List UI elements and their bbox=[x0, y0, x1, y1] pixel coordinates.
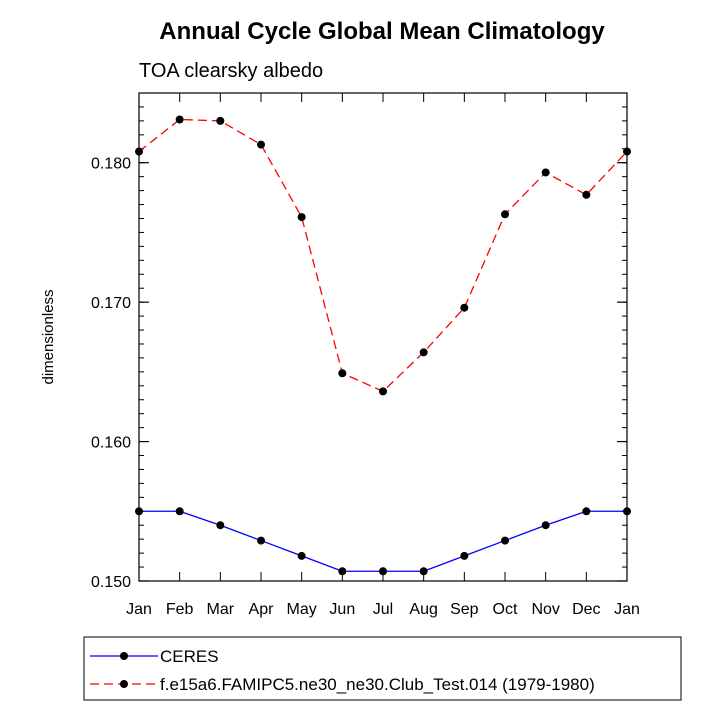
series-0-point bbox=[338, 567, 347, 576]
series-0-point bbox=[419, 567, 428, 576]
series-0-point bbox=[541, 521, 550, 530]
x-tick-label: Apr bbox=[249, 601, 275, 618]
y-tick-label: 0.150 bbox=[91, 574, 131, 591]
legend: CERES f.e15a6.FAMIPC5.ne30_ne30.Club_Test… bbox=[90, 647, 595, 694]
legend-box bbox=[83, 636, 682, 701]
x-tick-label: Feb bbox=[166, 601, 194, 618]
series-1-point bbox=[297, 213, 306, 222]
legend-marker-0 bbox=[120, 652, 128, 660]
series-0-point bbox=[175, 507, 184, 516]
x-tick-label: Sep bbox=[450, 601, 479, 618]
series-0-point bbox=[501, 536, 509, 545]
x-tick-label: Nov bbox=[531, 601, 559, 618]
series-1-point bbox=[257, 140, 265, 149]
x-tick-label: Mar bbox=[207, 601, 235, 618]
series-1-point bbox=[379, 387, 387, 396]
legend-label-1: f.e15a6.FAMIPC5.ne30_ne30.Club_Test.014 … bbox=[160, 675, 595, 694]
series-line-0 bbox=[139, 510, 627, 572]
x-tick-label: Jun bbox=[329, 601, 355, 618]
series-0-point bbox=[379, 567, 387, 576]
axis-ticks bbox=[138, 92, 628, 582]
series-0-point bbox=[257, 536, 265, 545]
chart-subtitle: TOA clearsky albedo bbox=[139, 60, 323, 82]
x-tick-label: Jan bbox=[614, 601, 640, 618]
tick-labels: Jan Feb Mar Apr May Jun Jul Aug Sep Oct Nov Dec Jan 0… bbox=[91, 156, 640, 618]
series-1-point bbox=[419, 348, 428, 357]
x-tick-label: Dec bbox=[572, 601, 600, 618]
series-1-point bbox=[216, 116, 225, 125]
series-0-point bbox=[582, 507, 591, 516]
series-1-point bbox=[501, 210, 509, 219]
x-tick-label: Oct bbox=[493, 601, 518, 618]
series-1-point bbox=[338, 369, 347, 378]
series-0-point bbox=[297, 551, 306, 560]
y-axis-label: dimensionless bbox=[40, 289, 57, 384]
series-1-point bbox=[175, 115, 184, 124]
series-0-point bbox=[460, 551, 469, 560]
series-layer bbox=[135, 115, 631, 576]
x-tick-label: Jan bbox=[126, 601, 152, 618]
legend-label-0: CERES bbox=[160, 647, 219, 666]
x-tick-label: Aug bbox=[409, 601, 437, 618]
plot-frame bbox=[138, 92, 628, 582]
x-tick-label: Jul bbox=[373, 601, 393, 618]
y-tick-label: 0.160 bbox=[91, 435, 131, 452]
series-1-point bbox=[582, 190, 591, 199]
chart-title: Annual Cycle Global Mean Climatology bbox=[159, 18, 605, 45]
series-1-point bbox=[460, 303, 469, 312]
series-line-1 bbox=[138, 118, 628, 393]
series-0-point bbox=[216, 521, 225, 530]
y-tick-label: 0.170 bbox=[91, 295, 131, 312]
series-1-point bbox=[541, 168, 550, 177]
x-tick-label: May bbox=[287, 601, 317, 618]
y-tick-label: 0.180 bbox=[91, 156, 131, 173]
legend-marker-1 bbox=[120, 680, 128, 688]
